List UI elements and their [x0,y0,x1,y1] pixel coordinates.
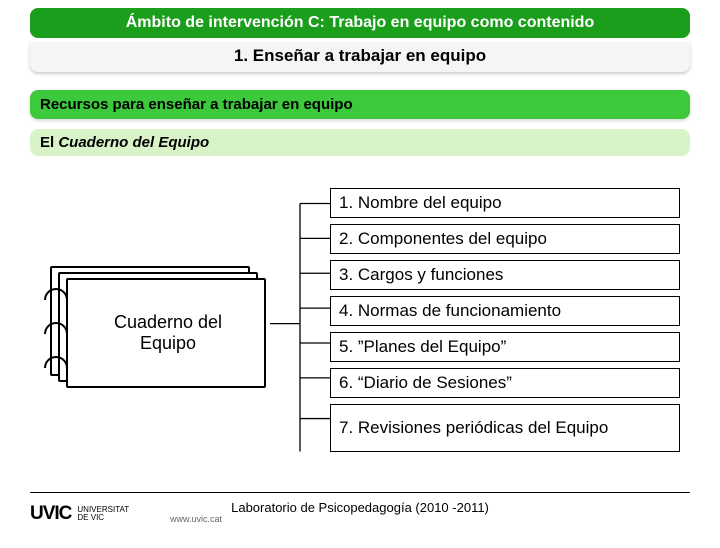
list-item: 2. Componentes del equipo [330,224,680,254]
list-item: 3. Cargos y funciones [330,260,680,290]
notebook-label: Cuaderno del Equipo [90,312,246,354]
notebook-binding-icon [44,286,64,300]
footer-center: Laboratorio de Psicopedagogía (2010 -201… [0,500,720,515]
footer-url: www.uvic.cat [170,514,222,524]
item-list: 1. Nombre del equipo 2. Componentes del … [330,188,680,458]
list-item: 1. Nombre del equipo [330,188,680,218]
notebook-prefix: El [40,134,58,151]
notebook-page-front: Cuaderno del Equipo [66,278,266,388]
section-notebook: El Cuaderno del Equipo [30,129,690,156]
notebook-binding-icon [44,354,64,368]
notebook-title-italic: Cuaderno del Equipo [58,134,209,151]
notebook-binding-icon [44,320,64,334]
footer-divider [30,492,690,493]
section-resources: Recursos para enseñar a trabajar en equi… [30,90,690,119]
list-item: 7. Revisiones periódicas del Equipo [330,404,680,452]
logo-line2: DE VIC [77,514,129,522]
notebook-icon: Cuaderno del Equipo [50,266,270,388]
header-subtitle: 1. Enseñar a trabajar en equipo [30,42,690,72]
list-item: 4. Normas de funcionamiento [330,296,680,326]
header-title: Ámbito de intervención C: Trabajo en equ… [30,8,690,38]
diagram-area: Cuaderno del Equipo 1. Nombre del equipo… [30,188,690,498]
list-item: 6. “Diario de Sesiones” [330,368,680,398]
list-item: 5. ”Planes del Equipo” [330,332,680,362]
